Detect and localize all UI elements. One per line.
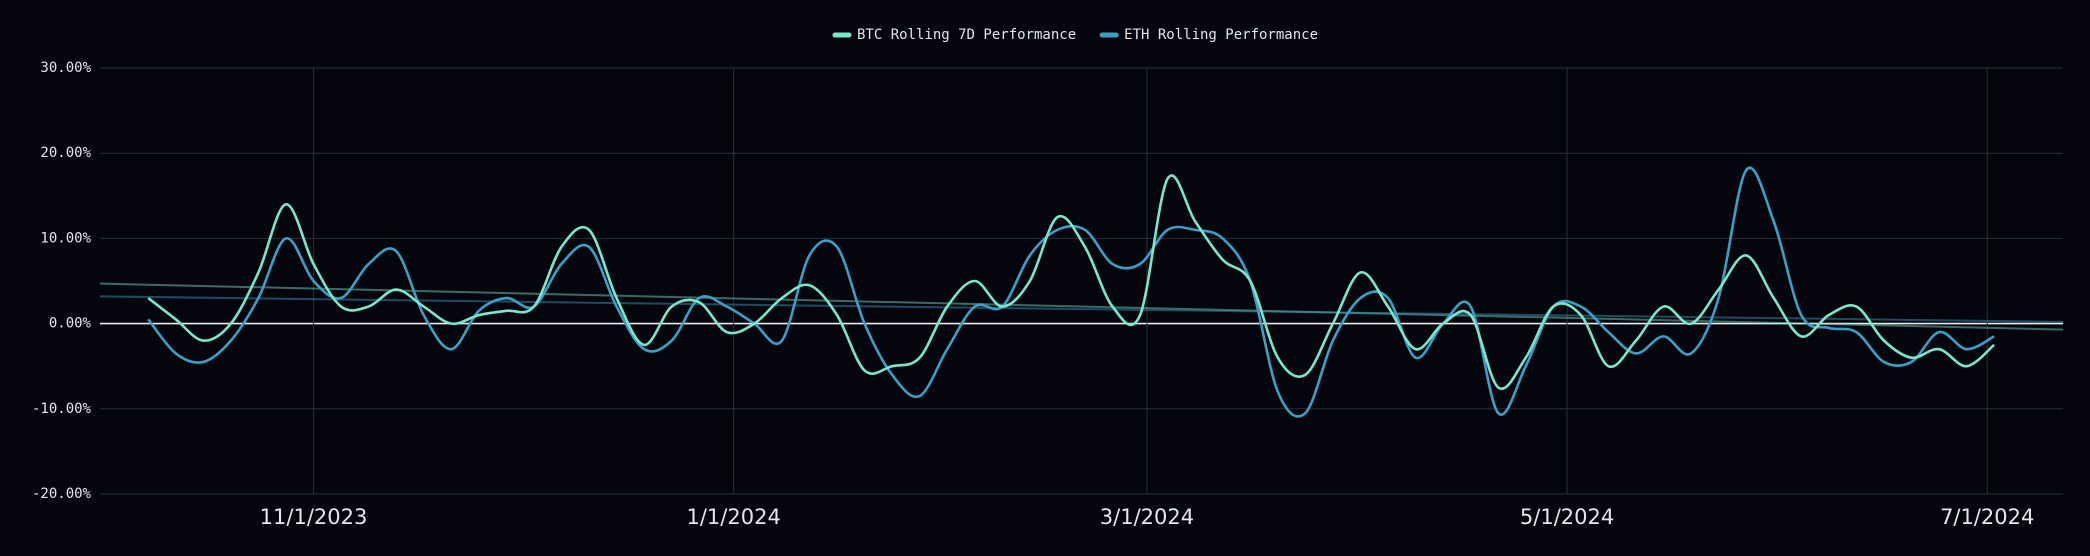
x-tick-label: 3/1/2024 xyxy=(1100,505,1194,529)
legend-item: BTC Rolling 7D Performance xyxy=(832,27,1076,43)
y-tick-label: 0.00% xyxy=(49,316,92,332)
trend-line xyxy=(99,295,2064,323)
y-tick-label: 30.00% xyxy=(40,60,91,76)
trend-line xyxy=(99,282,2064,331)
x-tick-label: 7/1/2024 xyxy=(1940,505,2034,529)
series-line xyxy=(147,166,1995,418)
y-tick-label: -20.00% xyxy=(32,486,92,502)
legend-label: BTC Rolling 7D Performance xyxy=(857,27,1076,43)
y-tick-label: -10.00% xyxy=(32,401,92,417)
legend: BTC Rolling 7D Performance ETH Rolling Pe… xyxy=(832,27,1318,43)
x-tick-label: 1/1/2024 xyxy=(687,505,781,529)
x-tick-label: 5/1/2024 xyxy=(1520,505,1614,529)
legend-item: ETH Rolling Performance xyxy=(1099,27,1318,43)
series-line xyxy=(147,174,1995,391)
x-tick-label: 11/1/2023 xyxy=(260,505,368,529)
legend-label: ETH Rolling Performance xyxy=(1124,27,1318,43)
y-tick-label: 20.00% xyxy=(40,145,91,161)
y-tick-label: 10.00% xyxy=(40,230,91,246)
